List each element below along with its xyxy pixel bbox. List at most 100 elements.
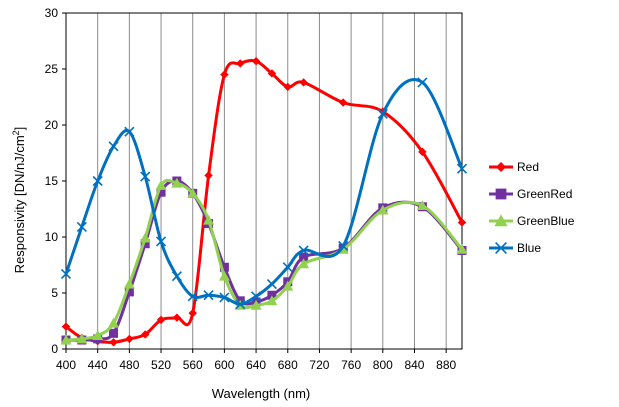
y-tick-label-20: 20 [45, 118, 59, 132]
point-blue-560 [187, 291, 198, 302]
point-greenred-660 [267, 290, 277, 300]
point-blue-700 [298, 245, 309, 256]
legend-label-greenred: GreenRed [517, 187, 572, 201]
x-tick-label-720: 720 [309, 358, 329, 372]
point-blue-660 [266, 278, 277, 290]
legend-marker-greenred [495, 188, 507, 200]
x-tick-label-840: 840 [404, 358, 424, 372]
point-blue-620 [235, 299, 246, 310]
point-red-660 [267, 69, 277, 78]
y-axis-title: Responsivity [DN/nJ/cm2] [11, 127, 27, 274]
x-tick-label-440: 440 [88, 358, 108, 372]
x-axis-ticks: 400 440 480 520 560 600 640 680 720 760 800 840 880 [56, 349, 456, 372]
series-blue [60, 77, 468, 310]
point-greenblue-440 [92, 330, 104, 340]
point-greenred-600 [219, 262, 229, 272]
legend-marker-blue [495, 242, 507, 254]
series-line-blue [64, 78, 464, 306]
point-blue-750 [338, 240, 349, 252]
x-tick-label-800: 800 [373, 358, 393, 372]
point-blue-680 [282, 262, 293, 273]
y-axis-title-close: ] [12, 127, 27, 131]
x-tick-label-640: 640 [246, 358, 266, 372]
series-line-greenred [65, 179, 464, 342]
x-tick-label-560: 560 [183, 358, 203, 372]
point-greenblue-900 [456, 243, 468, 254]
legend: Red GreenRed GreenBlue Blue [489, 160, 575, 255]
point-blue-480 [124, 126, 135, 137]
y-tick-label-5: 5 [51, 286, 58, 300]
point-greenred-460 [109, 328, 119, 338]
legend-label-blue: Blue [517, 241, 541, 255]
point-greenblue-480 [123, 278, 135, 289]
series-line-greenblue [65, 178, 464, 342]
point-greenblue-850 [416, 200, 428, 211]
legend-item-red: Red [489, 160, 539, 174]
point-red-580 [204, 171, 213, 180]
point-red-480 [125, 334, 134, 344]
point-blue-640 [251, 291, 262, 302]
y-tick-label-15: 15 [45, 174, 59, 188]
point-red-560 [188, 308, 197, 318]
series-layer [60, 56, 468, 347]
x-tick-label-600: 600 [214, 358, 234, 372]
x-tick-label-880: 880 [436, 358, 456, 372]
point-red-460 [109, 338, 118, 347]
point-blue-440 [92, 175, 103, 187]
point-greenblue-800 [377, 204, 389, 215]
x-tick-label-400: 400 [56, 358, 76, 372]
legend-marker-red [495, 161, 507, 173]
point-red-620 [236, 59, 245, 68]
y-axis-title-superscript: 2 [11, 130, 21, 135]
vertical-gridlines [97, 13, 447, 349]
point-red-400 [61, 322, 71, 331]
point-greenblue-640 [250, 299, 262, 310]
point-greenblue-560 [187, 187, 199, 198]
point-red-520 [156, 315, 166, 325]
legend-item-greenblue: GreenBlue [489, 214, 575, 228]
y-tick-label-10: 10 [45, 230, 59, 244]
y-axis-title-main: Responsivity [DN/nJ/cm [12, 135, 27, 273]
y-tick-label-0: 0 [51, 342, 58, 356]
point-blue-400 [60, 268, 72, 280]
point-greenblue-460 [108, 317, 120, 328]
point-greenblue-500 [139, 232, 151, 243]
y-tick-label-30: 30 [45, 6, 59, 20]
point-greenblue-700 [298, 258, 310, 269]
point-greenred-500 [140, 239, 150, 249]
point-blue-520 [155, 236, 167, 247]
point-blue-420 [76, 221, 87, 232]
point-red-750 [339, 98, 348, 107]
point-red-500 [141, 330, 150, 339]
y-tick-label-25: 25 [45, 62, 59, 76]
point-red-680 [283, 82, 292, 92]
point-red-640 [251, 56, 261, 66]
point-red-600 [220, 70, 229, 79]
legend-marker-greenblue [494, 214, 508, 227]
x-tick-label-520: 520 [151, 358, 171, 372]
point-greenblue-580 [203, 214, 215, 225]
point-greenblue-400 [60, 334, 72, 345]
point-greenred-520 [156, 187, 166, 197]
legend-item-greenred: GreenRed [489, 187, 572, 201]
point-blue-580 [203, 290, 214, 301]
point-blue-500 [140, 171, 151, 182]
x-axis-title: Wavelength (nm) [212, 386, 311, 401]
point-greenblue-420 [76, 333, 88, 344]
point-greenblue-660 [266, 295, 278, 306]
point-red-540 [172, 313, 182, 322]
series-greenblue [60, 177, 468, 345]
point-blue-800 [377, 108, 388, 119]
point-greenblue-540 [171, 177, 183, 188]
point-blue-850 [417, 77, 428, 88]
point-blue-540 [171, 271, 182, 282]
legend-item-blue: Blue [489, 241, 541, 255]
point-greenred-700 [299, 252, 309, 262]
point-greenblue-520 [155, 179, 167, 190]
point-red-900 [457, 218, 467, 227]
point-red-700 [299, 78, 308, 87]
point-greenblue-680 [282, 280, 294, 291]
point-greenred-480 [124, 287, 134, 297]
legend-label-red: Red [517, 160, 539, 174]
